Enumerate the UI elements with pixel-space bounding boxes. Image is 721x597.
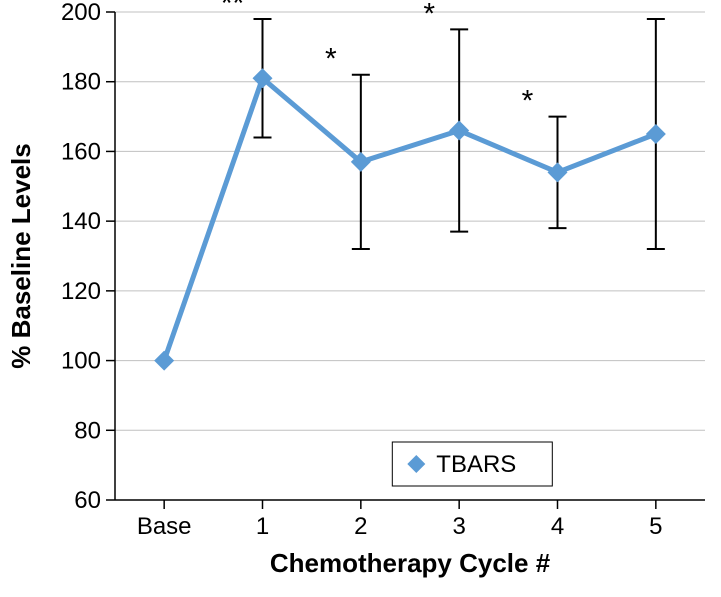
x-axis-title: Chemotherapy Cycle # [270, 548, 551, 578]
y-tick-label: 200 [61, 0, 101, 26]
y-tick-label: 160 [61, 138, 101, 165]
y-tick-label: 60 [74, 487, 101, 514]
x-tick-label: 5 [649, 513, 662, 540]
significance-marker: * [325, 43, 337, 76]
y-tick-label: 120 [61, 278, 101, 305]
y-tick-label: 80 [74, 417, 101, 444]
y-tick-label: 180 [61, 69, 101, 96]
legend-item-label: TBARS [436, 451, 516, 478]
x-tick-label: 4 [551, 513, 564, 540]
tbars-chart: 60 80 100 120 140 160 180 200 Base 1 2 3 4 5 Chemother… [0, 0, 721, 597]
significance-marker: * [423, 0, 435, 30]
x-tick-label: 1 [256, 513, 269, 540]
significance-marker: ** [221, 0, 245, 20]
y-tick-label: 140 [61, 208, 101, 235]
x-tick-label: 3 [452, 513, 465, 540]
chart-svg: 60 80 100 120 140 160 180 200 Base 1 2 3 4 5 Chemother… [0, 0, 721, 597]
x-tick-label: Base [137, 513, 192, 540]
y-axis-title: % Baseline Levels [6, 143, 36, 368]
x-tick-label: 2 [354, 513, 367, 540]
y-tick-label: 100 [61, 348, 101, 375]
significance-marker: * [522, 85, 534, 118]
